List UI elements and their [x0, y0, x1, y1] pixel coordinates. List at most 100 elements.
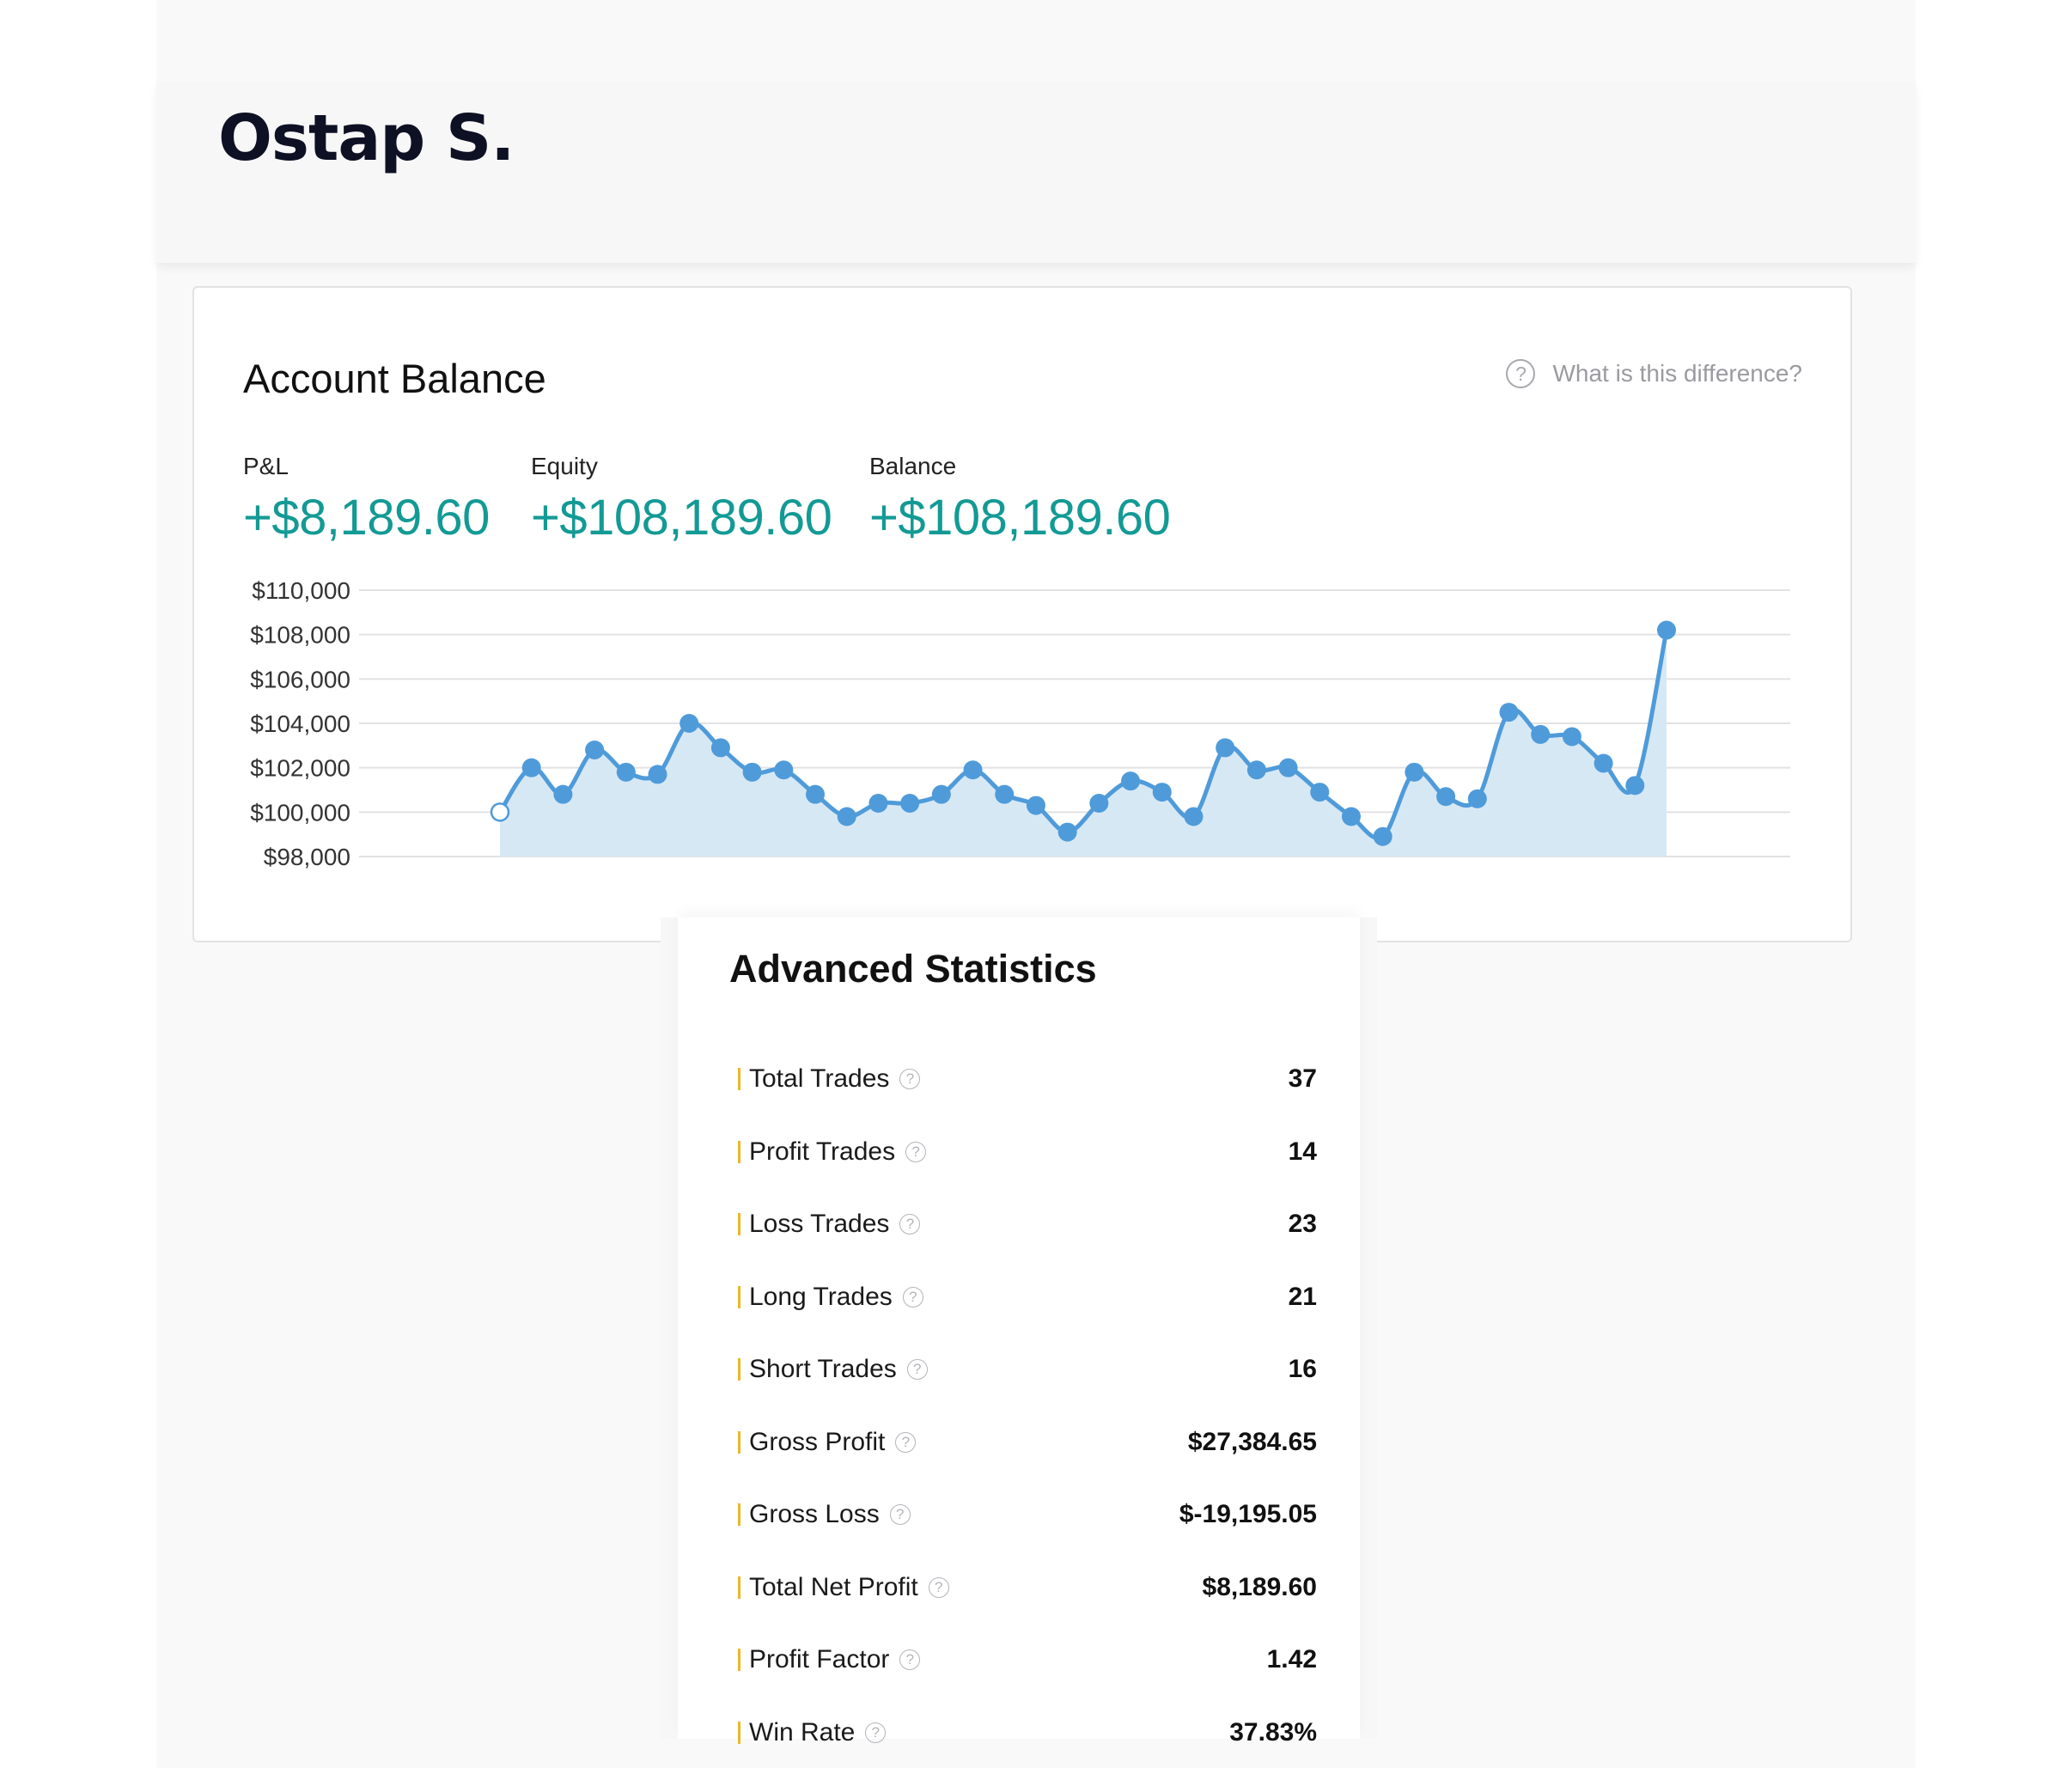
question-circle-icon[interactable]: ?: [899, 1069, 921, 1089]
data-point: [648, 765, 667, 784]
data-point: [1057, 822, 1077, 842]
question-circle-icon[interactable]: ?: [899, 1649, 921, 1670]
account-balance-title: Account Balance: [243, 356, 546, 401]
stat-label: Total Net Profit: [749, 1572, 918, 1601]
pnl-value: +$8,189.60: [243, 490, 490, 546]
question-circle-icon: ?: [1506, 359, 1536, 388]
stat-row: Total Net Profit? $8,189.60: [738, 1567, 1317, 1608]
balance-area: [500, 630, 1667, 857]
y-tick-label: $110,000: [252, 577, 350, 604]
pnl-metric: P&L +$8,189.60: [243, 451, 490, 549]
data-point: [1121, 771, 1141, 791]
data-point: [1405, 762, 1424, 782]
advanced-statistics-card: Advanced Statistics Total Trades? 37 Profi…: [678, 918, 1360, 1747]
data-point: [679, 714, 699, 733]
stat-value: 16: [1288, 1355, 1317, 1383]
y-tick-label: $106,000: [250, 666, 350, 692]
stat-value: 1.42: [1266, 1645, 1317, 1674]
stat-row: Profit Trades? 14: [738, 1131, 1317, 1173]
equity-metric: Equity +$108,189.60: [531, 451, 832, 549]
y-tick-label: $102,000: [250, 755, 350, 782]
question-circle-icon[interactable]: ?: [928, 1576, 949, 1598]
y-tick-label: $100,000: [250, 799, 350, 826]
data-point: [1594, 753, 1613, 773]
data-point: [1216, 738, 1235, 758]
stat-value: 23: [1288, 1210, 1317, 1238]
balance-chart: $110,000 $108,000 $106,000 $104,000 $102,000…: [250, 577, 1790, 870]
data-point: [806, 784, 826, 804]
stat-row: Loss Trades? 23: [738, 1204, 1317, 1245]
stat-accent-bar: [738, 1213, 740, 1235]
data-point: [1026, 796, 1045, 815]
balance-value: +$108,189.60: [869, 490, 1171, 546]
data-point: [995, 784, 1015, 804]
stat-label: Loss Trades: [749, 1210, 890, 1238]
data-point: [963, 760, 983, 780]
data-point: [837, 807, 856, 826]
stat-value: $8,189.60: [1202, 1572, 1317, 1601]
stat-row: Gross Loss? $-19,195.05: [738, 1494, 1317, 1535]
balance-metric: Balance +$108,189.60: [869, 451, 1171, 549]
data-point: [710, 738, 730, 758]
stat-value: $-19,195.05: [1179, 1500, 1317, 1528]
stat-accent-bar: [738, 1285, 740, 1308]
y-tick-label: $104,000: [250, 710, 350, 737]
stat-label: Profit Factor: [749, 1645, 890, 1674]
data-point: [1657, 620, 1676, 640]
data-point: [1310, 783, 1330, 802]
question-circle-icon[interactable]: ?: [902, 1286, 923, 1308]
data-point: [774, 760, 794, 780]
data-point: [521, 758, 541, 777]
stat-value: $27,384.65: [1187, 1427, 1317, 1456]
stat-label: Long Trades: [749, 1282, 893, 1311]
question-circle-icon[interactable]: ?: [905, 1141, 927, 1162]
stat-row: Profit Factor? 1.42: [738, 1639, 1317, 1680]
data-point: [1436, 787, 1456, 807]
account-balance-card: Account Balance ? What is this differenc…: [192, 286, 1852, 942]
stat-accent-bar: [738, 1503, 740, 1526]
data-point: [1184, 807, 1204, 826]
stat-accent-bar: [738, 1430, 740, 1454]
data-point: [1373, 826, 1393, 846]
stat-label: Profit Trades: [749, 1137, 896, 1166]
question-circle-icon[interactable]: ?: [899, 1214, 921, 1235]
difference-help-link[interactable]: ? What is this difference?: [1506, 359, 1802, 388]
data-point: [1499, 703, 1519, 722]
data-point: [1278, 758, 1298, 777]
data-point: [1531, 724, 1551, 744]
stat-value: 37.83%: [1229, 1717, 1317, 1747]
stat-accent-bar: [738, 1576, 740, 1599]
stat-row: Win Rate? 37.83%: [738, 1712, 1317, 1753]
stat-value: 21: [1288, 1282, 1317, 1311]
stat-accent-bar: [738, 1721, 740, 1744]
stat-label: Total Trades: [749, 1064, 890, 1093]
stat-value: 37: [1288, 1064, 1317, 1093]
stat-label: Gross Loss: [749, 1500, 880, 1528]
stat-row: Total Trades? 37: [738, 1058, 1317, 1100]
data-point: [931, 784, 951, 804]
data-point: [1152, 783, 1172, 802]
y-tick-label: $108,000: [250, 622, 350, 649]
data-point: [1246, 760, 1266, 780]
difference-help-text: What is this difference?: [1552, 360, 1802, 387]
stat-row: Long Trades? 21: [738, 1277, 1317, 1318]
equity-value: +$108,189.60: [531, 490, 832, 546]
y-tick-label: $98,000: [264, 844, 350, 870]
stat-accent-bar: [738, 1649, 740, 1671]
data-point: [742, 762, 762, 782]
data-point: [585, 741, 605, 759]
balance-label: Balance: [869, 453, 957, 479]
stat-row: Short Trades? 16: [738, 1349, 1317, 1390]
data-point: [1089, 794, 1109, 813]
equity-label: Equity: [531, 453, 598, 479]
data-point: [1625, 776, 1645, 796]
question-circle-icon[interactable]: ?: [889, 1504, 911, 1525]
question-circle-icon[interactable]: ?: [906, 1359, 928, 1380]
data-point: [868, 794, 888, 813]
stat-accent-bar: [738, 1068, 740, 1090]
stat-accent-bar: [738, 1358, 740, 1381]
data-point: [1562, 727, 1581, 747]
question-circle-icon[interactable]: ?: [865, 1722, 887, 1743]
stat-label: Gross Profit: [749, 1427, 886, 1456]
question-circle-icon[interactable]: ?: [895, 1431, 917, 1453]
